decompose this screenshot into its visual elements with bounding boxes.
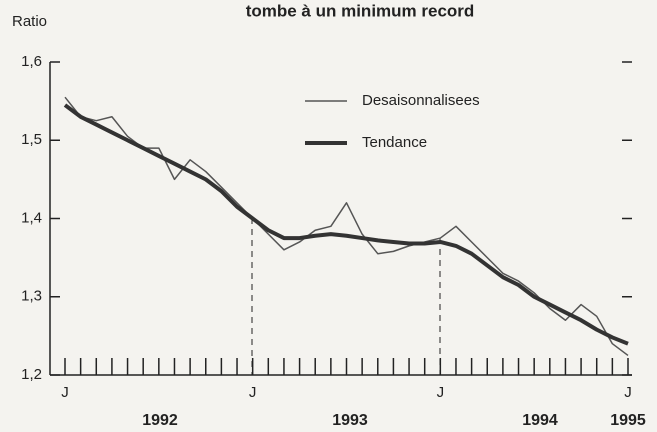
x-tick-label: J: [437, 384, 445, 401]
series-line: [64, 96, 629, 357]
series-line: [63, 103, 629, 346]
x-tick-label: J: [624, 384, 632, 401]
chart-title: tombe à un minimum record: [246, 1, 475, 20]
year-label: 1994: [522, 412, 558, 429]
legend-label: Desaisonnalisees: [362, 92, 480, 109]
y-tick-label: 1,3: [21, 288, 42, 305]
y-tick-label: 1,2: [21, 366, 42, 383]
y-tick-label: 1,5: [21, 131, 42, 148]
year-label: 1992: [142, 412, 178, 429]
y-tick-label: 1,4: [21, 209, 42, 226]
year-label: 1995: [610, 412, 646, 429]
year-label: 1993: [332, 412, 368, 429]
y-axis-label: Ratio: [12, 13, 47, 30]
x-tick-label: J: [249, 384, 257, 401]
legend-label: Tendance: [362, 134, 427, 151]
x-tick-label: J: [61, 384, 69, 401]
y-tick-label: 1,6: [21, 53, 42, 70]
